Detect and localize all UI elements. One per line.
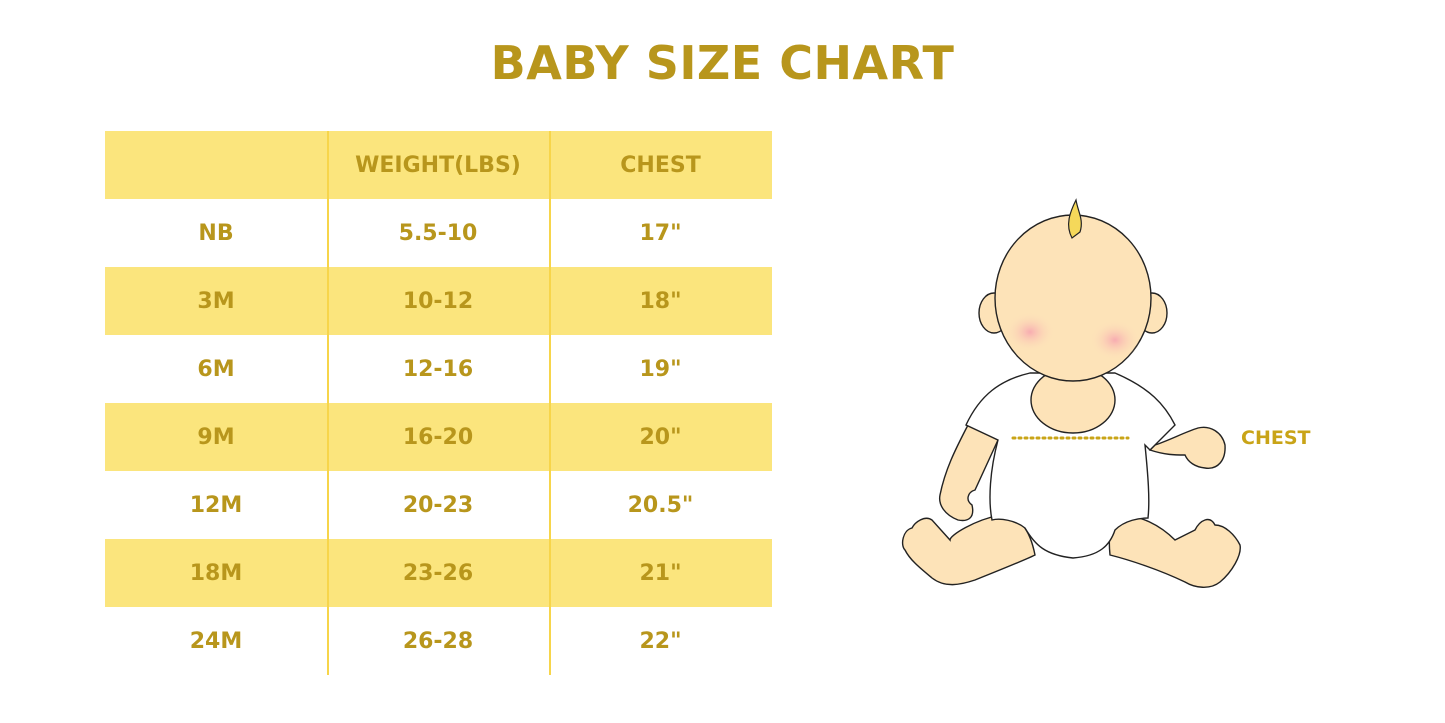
- right-leg: [1108, 514, 1241, 588]
- weight-cell: 12-16: [402, 356, 474, 382]
- left-cheek-blush: [1005, 312, 1055, 352]
- header-cell: CHEST: [620, 152, 701, 178]
- table-header-row: WEIGHT(LBS) CHEST: [105, 131, 772, 199]
- size-cell: 3M: [197, 288, 235, 314]
- table-row: 18M 23-26 21": [105, 539, 772, 607]
- onesie: [965, 372, 1176, 559]
- size-cell: 18M: [189, 560, 243, 586]
- size-cell: 24M: [189, 628, 243, 654]
- size-cell: NB: [198, 220, 234, 246]
- hair-curl-icon: [1068, 198, 1082, 239]
- chest-cell: 18": [639, 288, 682, 314]
- weight-cell: 5.5-10: [398, 220, 478, 246]
- table-row: 24M 26-28 22": [105, 607, 772, 675]
- chest-cell: 17": [639, 220, 682, 246]
- size-table: WEIGHT(LBS) CHEST NB 5.5-10 17" 3M 10-12…: [105, 131, 772, 675]
- header-cell: WEIGHT(LBS): [355, 152, 521, 178]
- right-arm: [1148, 426, 1226, 469]
- chest-cell: 20.5": [627, 492, 694, 518]
- weight-cell: 26-28: [402, 628, 474, 654]
- left-arm: [938, 424, 999, 522]
- chest-label: CHEST: [1241, 427, 1311, 449]
- size-cell: 12M: [189, 492, 243, 518]
- chest-cell: 22": [639, 628, 682, 654]
- column-divider: [549, 131, 551, 675]
- weight-cell: 23-26: [402, 560, 474, 586]
- chest-cell: 21": [639, 560, 682, 586]
- table-row: 9M 16-20 20": [105, 403, 772, 471]
- table-row: 12M 20-23 20.5": [105, 471, 772, 539]
- table-row: 3M 10-12 18": [105, 267, 772, 335]
- page-title: BABY SIZE CHART: [490, 36, 955, 90]
- weight-cell: 10-12: [402, 288, 474, 314]
- size-cell: 9M: [197, 424, 235, 450]
- chest-cell: 19": [639, 356, 682, 382]
- right-cheek-blush: [1090, 320, 1140, 360]
- size-cell: 6M: [197, 356, 235, 382]
- weight-cell: 20-23: [402, 492, 474, 518]
- table-row: NB 5.5-10 17": [105, 199, 772, 267]
- chest-cell: 20": [639, 424, 682, 450]
- table-row: 6M 12-16 19": [105, 335, 772, 403]
- weight-cell: 16-20: [402, 424, 474, 450]
- column-divider: [327, 131, 329, 675]
- left-leg: [901, 514, 1036, 586]
